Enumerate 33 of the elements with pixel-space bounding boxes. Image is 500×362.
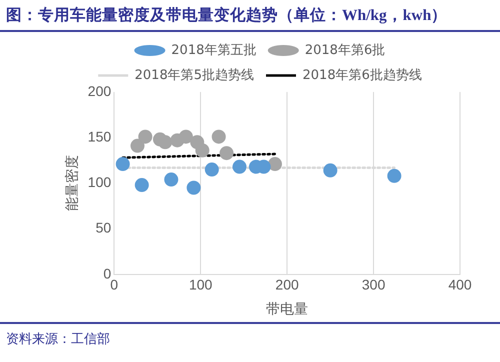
- chart-title: 图：专用车能量密度及带电量变化趋势（单位：Wh/kg，kwh）: [0, 0, 500, 32]
- x-tick-label: 100: [188, 276, 213, 293]
- point: [186, 180, 201, 195]
- point: [178, 130, 193, 144]
- legend-label: 2018年第6批: [304, 42, 386, 58]
- x-tick-label: 400: [448, 276, 472, 293]
- point: [134, 178, 149, 192]
- y-axis-title: 能量密度: [63, 155, 80, 212]
- point: [232, 160, 247, 174]
- point: [130, 138, 145, 153]
- point: [204, 162, 219, 177]
- x-axis-title: 带电量: [266, 300, 308, 316]
- text: 资料来源：工信部: [0, 322, 500, 354]
- legend-label: 2018年第五批: [171, 42, 256, 58]
- point: [212, 130, 226, 144]
- point: [158, 135, 172, 150]
- point: [164, 172, 178, 187]
- point: [387, 168, 402, 183]
- legend-label: 2018年第5批趋势线: [134, 68, 254, 83]
- point: [195, 143, 210, 158]
- point: [220, 146, 234, 160]
- y-tick-label: 150: [88, 128, 112, 144]
- point: [268, 157, 282, 172]
- y-tick-label: 100: [88, 174, 112, 190]
- point: [323, 163, 338, 178]
- y-tick-label: 0: [103, 265, 112, 282]
- y-tick-label: 50: [96, 220, 112, 236]
- x-tick-label: 200: [275, 276, 299, 293]
- point: [116, 157, 130, 172]
- x-tick-label: 300: [362, 276, 386, 293]
- point: [138, 130, 152, 144]
- legend-label: 2018年第6批趋势线: [302, 68, 422, 83]
- y-tick-label: 200: [88, 82, 112, 99]
